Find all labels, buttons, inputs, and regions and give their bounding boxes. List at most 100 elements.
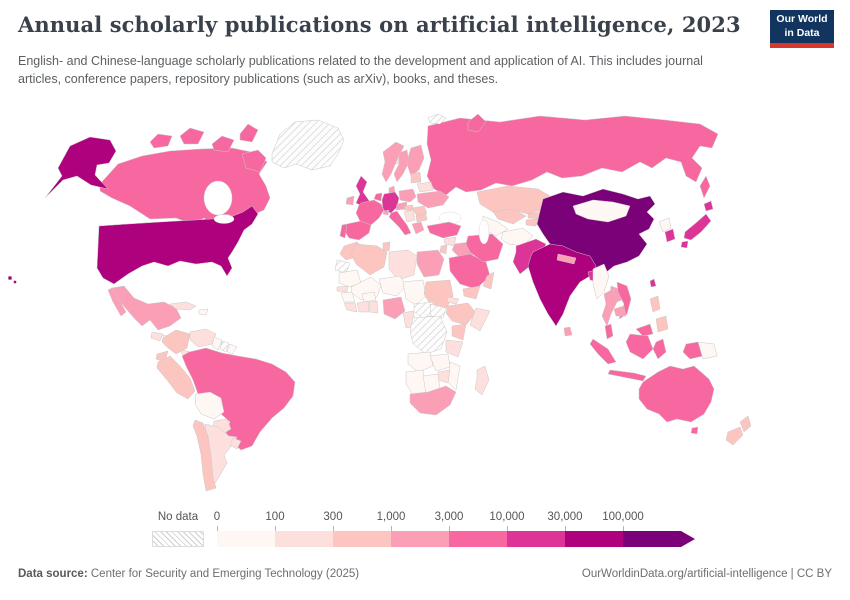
country-japan-hokkaido[interactable] <box>703 200 714 212</box>
country-bolivia[interactable] <box>194 391 225 420</box>
country-tanzania[interactable] <box>445 339 464 358</box>
country-australia-tasmania[interactable] <box>690 426 699 435</box>
country-tajikistan[interactable] <box>525 218 539 227</box>
owid-logo[interactable]: Our World in Data <box>770 10 834 48</box>
country-romania[interactable] <box>411 205 428 217</box>
country-kazakhstan[interactable] <box>476 185 551 215</box>
attribution-link[interactable]: OurWorldinData.org/artificial-intelligen… <box>581 568 832 580</box>
country-japan-honshu[interactable] <box>683 213 712 241</box>
country-greenland[interactable] <box>271 119 345 171</box>
country-canada-island3[interactable] <box>211 135 235 153</box>
country-mexico[interactable] <box>111 285 182 331</box>
country-israel-jordan[interactable] <box>439 244 448 255</box>
country-spain[interactable] <box>343 220 372 241</box>
country-japan-kyushu[interactable] <box>680 240 689 249</box>
country-cuba[interactable] <box>169 301 197 311</box>
country-benelux[interactable] <box>373 192 383 202</box>
country-uzbekistan[interactable] <box>492 208 527 225</box>
country-sweden[interactable] <box>393 149 410 183</box>
country-switzerland[interactable] <box>382 209 390 216</box>
country-south-korea[interactable] <box>664 228 676 243</box>
country-south-sudan[interactable] <box>429 303 447 319</box>
country-philippines-mindanao[interactable] <box>655 315 669 333</box>
country-burkina-faso[interactable] <box>361 291 377 303</box>
country-nigeria[interactable] <box>382 296 406 320</box>
country-suriname[interactable] <box>219 340 230 353</box>
country-sri-lanka[interactable] <box>563 326 573 337</box>
country-namibia[interactable] <box>405 369 427 396</box>
country-egypt[interactable] <box>416 249 445 278</box>
country-mozambique[interactable] <box>447 361 461 391</box>
country-indonesia-kalimantan[interactable] <box>625 333 654 360</box>
country-south-africa[interactable] <box>409 385 457 416</box>
country-french-guiana[interactable] <box>226 343 238 356</box>
country-poland[interactable] <box>398 188 417 203</box>
country-dr-congo[interactable] <box>409 315 448 355</box>
country-philippines-luzon[interactable] <box>649 295 661 313</box>
country-ukraine[interactable] <box>416 190 450 209</box>
country-somalia[interactable] <box>469 307 491 332</box>
country-guatemala[interactable] <box>150 331 164 342</box>
country-zambia[interactable] <box>429 353 451 372</box>
country-chile[interactable] <box>192 419 217 492</box>
country-thailand[interactable] <box>601 288 618 327</box>
country-brazil[interactable] <box>181 347 296 451</box>
legend-bin-1[interactable] <box>275 531 334 547</box>
country-sudan[interactable] <box>423 279 454 310</box>
country-canada-island1[interactable] <box>149 133 173 149</box>
country-guyana[interactable] <box>211 336 223 351</box>
country-ivory-coast[interactable] <box>356 300 370 313</box>
country-turkey[interactable] <box>426 221 462 239</box>
country-yemen[interactable] <box>462 285 481 300</box>
country-usa-hawaii1[interactable] <box>7 275 13 281</box>
country-libya[interactable] <box>388 249 418 281</box>
country-italy[interactable] <box>388 210 412 236</box>
country-saudi-arabia[interactable] <box>448 253 491 290</box>
country-ireland[interactable] <box>345 195 355 206</box>
country-usa-alaska[interactable] <box>44 136 117 199</box>
country-australia[interactable] <box>638 365 715 423</box>
country-indonesia-java[interactable] <box>607 369 647 382</box>
country-indonesia-sulawesi[interactable] <box>652 338 667 360</box>
country-algeria[interactable] <box>350 243 388 276</box>
country-mongolia[interactable] <box>572 199 631 223</box>
country-nepal[interactable] <box>556 253 577 265</box>
country-papua-new-guinea[interactable] <box>697 341 718 360</box>
country-venezuela[interactable] <box>189 328 217 348</box>
country-western-sahara[interactable] <box>334 259 351 274</box>
country-russia-novaya-zemlya[interactable] <box>467 113 487 133</box>
country-uruguay[interactable] <box>229 437 242 450</box>
country-usa-hawaii2[interactable] <box>13 280 17 284</box>
country-malaysia-peninsula[interactable] <box>604 323 614 340</box>
legend-bin-3[interactable] <box>391 531 450 547</box>
country-senegal[interactable] <box>336 285 349 293</box>
country-finland[interactable] <box>406 144 425 177</box>
country-russia[interactable] <box>426 115 719 196</box>
country-ghana[interactable] <box>368 300 379 314</box>
legend-no-data-swatch[interactable] <box>152 531 204 547</box>
country-canada-baffin[interactable] <box>241 149 267 173</box>
country-france[interactable] <box>355 199 385 226</box>
legend-bin-4[interactable] <box>449 531 508 547</box>
country-new-zealand-north[interactable] <box>739 415 752 433</box>
country-russia-sakhalin[interactable] <box>699 175 711 199</box>
country-indonesia-papua[interactable] <box>682 341 704 360</box>
country-malaysia-borneo[interactable] <box>635 323 654 337</box>
country-germany[interactable] <box>381 191 400 214</box>
legend-bin-7[interactable] <box>623 531 682 547</box>
country-portugal[interactable] <box>339 223 348 239</box>
country-niger[interactable] <box>378 275 407 297</box>
country-canada-island4[interactable] <box>239 123 259 143</box>
country-balkans[interactable] <box>403 209 416 223</box>
country-chad[interactable] <box>402 279 427 306</box>
country-norway[interactable] <box>381 141 405 183</box>
country-madagascar[interactable] <box>474 365 490 396</box>
country-taiwan[interactable] <box>649 278 657 288</box>
country-syria[interactable] <box>443 236 457 247</box>
country-liberia-sierra-leone[interactable] <box>343 302 358 313</box>
country-guinea[interactable] <box>340 291 356 303</box>
country-tunisia[interactable] <box>382 241 391 252</box>
legend-bin-2[interactable] <box>333 531 392 547</box>
country-greece[interactable] <box>411 221 425 235</box>
country-eritrea[interactable] <box>446 296 460 305</box>
